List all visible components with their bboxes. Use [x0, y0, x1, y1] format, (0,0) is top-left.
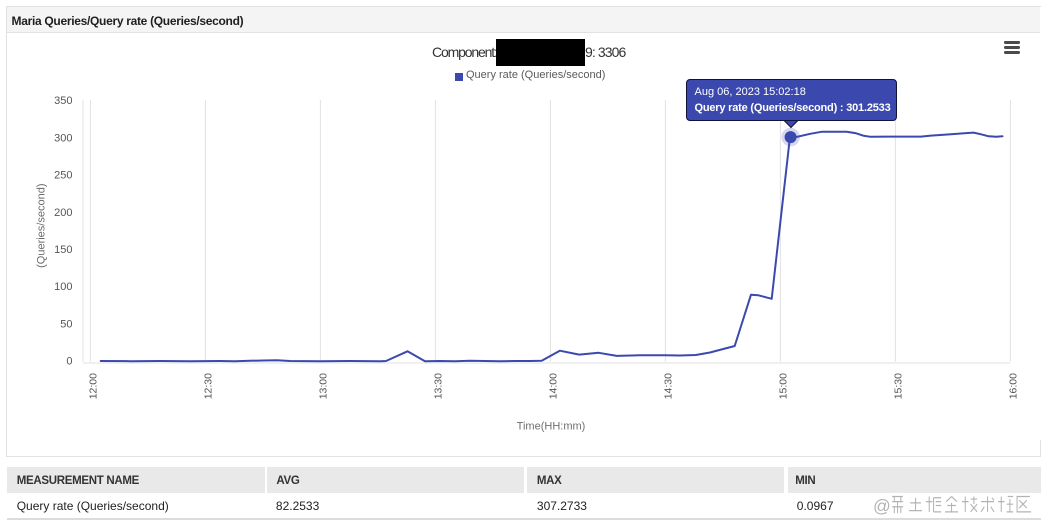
svg-text:Time(HH:mm): Time(HH:mm) — [517, 421, 586, 433]
svg-text:15:00: 15:00 — [778, 373, 790, 399]
svg-text:350: 350 — [54, 95, 72, 107]
svg-text:@: @ — [873, 496, 891, 516]
svg-text:14:30: 14:30 — [663, 373, 675, 399]
svg-text:50: 50 — [60, 318, 72, 330]
svg-text:200: 200 — [54, 207, 72, 219]
svg-text:15:30: 15:30 — [893, 373, 905, 399]
svg-text:(Queries/second): (Queries/second) — [35, 184, 47, 268]
svg-text:12:00: 12:00 — [88, 373, 100, 399]
svg-text:13:00: 13:00 — [318, 373, 330, 399]
svg-text:14:00: 14:00 — [548, 373, 560, 399]
svg-text:13:30: 13:30 — [433, 373, 445, 399]
svg-text:12:30: 12:30 — [203, 373, 215, 399]
svg-text:150: 150 — [54, 244, 72, 256]
svg-text:300: 300 — [54, 132, 72, 144]
svg-text:0: 0 — [66, 356, 72, 368]
svg-text:250: 250 — [54, 170, 72, 182]
svg-text:100: 100 — [54, 281, 72, 293]
svg-text:16:00: 16:00 — [1008, 373, 1020, 399]
